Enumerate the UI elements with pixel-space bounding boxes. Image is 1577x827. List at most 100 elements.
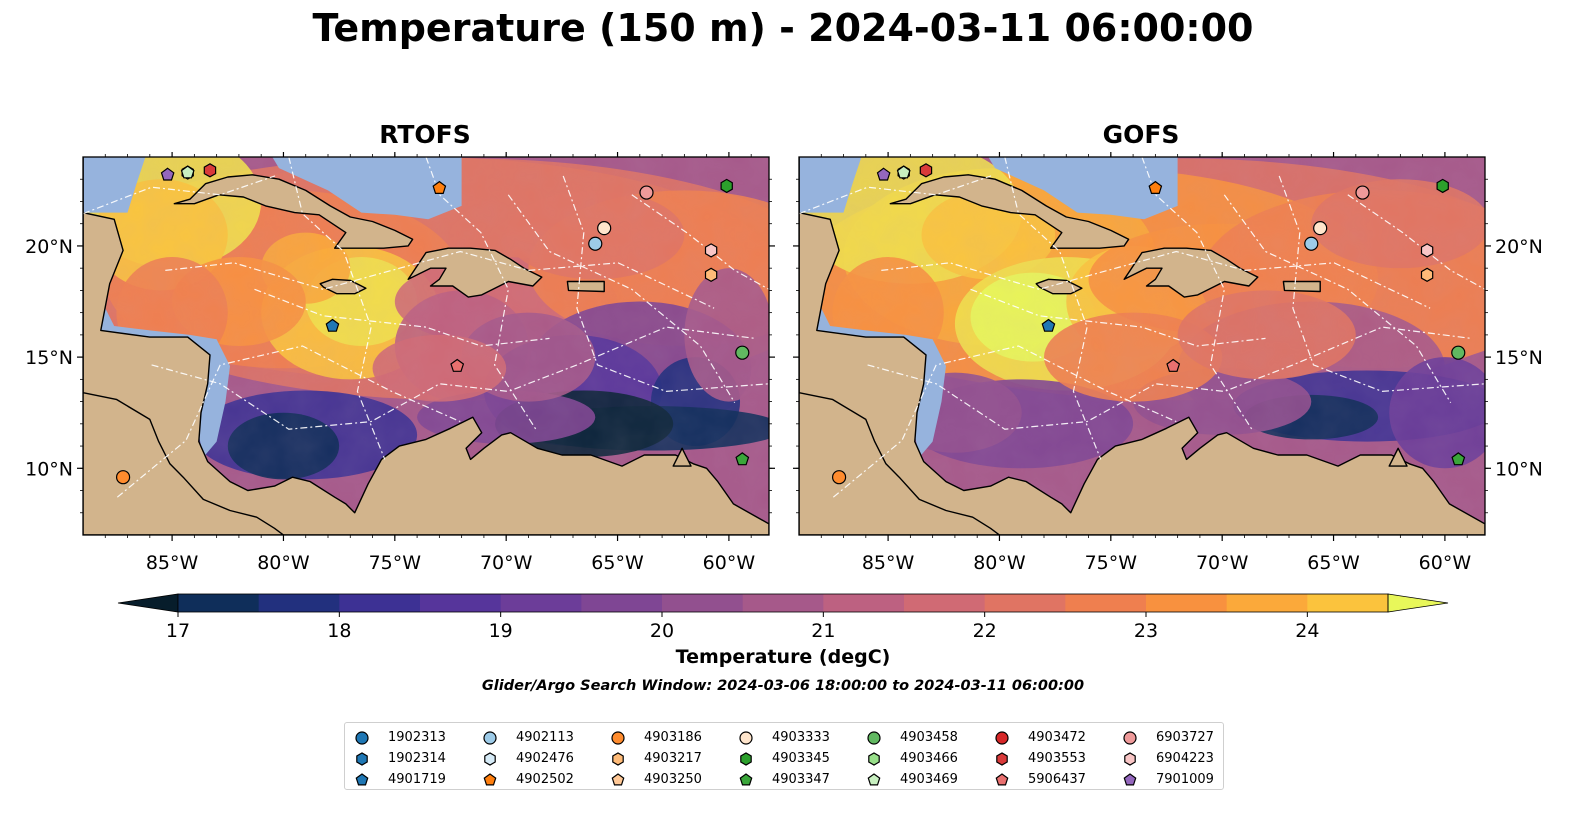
lon-tick-label: 65°W (591, 552, 644, 574)
pentagon-marker-icon (483, 772, 497, 785)
legend-label: 4903469 (900, 772, 958, 787)
legend-label: 4903345 (772, 751, 830, 766)
pentagon-marker-icon (355, 772, 369, 785)
legend-column: 1902313 1902314 4901719 (345, 727, 470, 790)
lon-tick-label: 75°W (369, 552, 422, 574)
colorbar-label: Temperature (degC) (675, 646, 891, 668)
legend-column: 4903333 4903345 4903347 (729, 727, 854, 790)
colorbar-tick-label: 18 (327, 620, 351, 642)
legend-label: 4902502 (516, 772, 574, 787)
circle-marker-icon (483, 730, 497, 745)
colorbar-tick-label: 20 (650, 620, 674, 642)
legend-item-4903217: 4903217 (601, 748, 726, 769)
hexagon-marker-icon (1124, 751, 1136, 766)
hexagon-marker-icon (356, 751, 368, 766)
lon-tick-label: 65°W (1307, 552, 1360, 574)
lon-tick-label: 60°W (703, 552, 756, 574)
lon-tick-label: 85°W (862, 552, 915, 574)
float-marker-4903217 (704, 267, 718, 282)
legend-label: 4902476 (516, 751, 574, 766)
legend-item-4903186: 4903186 (601, 727, 726, 748)
hexagon-marker-icon (996, 751, 1008, 766)
legend-label: 4903347 (772, 772, 830, 787)
float-marker-4903469 (896, 165, 911, 179)
pentagon-marker-icon (995, 772, 1009, 785)
float-marker-4903345 (720, 178, 733, 194)
float-marker-4903186 (115, 470, 131, 485)
circle-marker-icon (355, 730, 369, 745)
float-marker-4902502 (1148, 180, 1163, 194)
float-legend: 1902313 1902314 4901719 4902113 4902476 49025… (344, 722, 1224, 790)
legend-label: 4903466 (900, 751, 958, 766)
pentagon-marker-icon (1123, 772, 1137, 785)
pentagon-marker-icon (611, 772, 625, 785)
float-marker-4903333 (597, 221, 612, 236)
legend-item-4902476: 4902476 (473, 748, 598, 769)
legend-item-4903250: 4903250 (601, 769, 726, 790)
lat-tick-label: 15°N (25, 347, 73, 369)
float-marker-4903458 (735, 345, 750, 360)
legend-column: 4902113 4902476 4902502 (473, 727, 598, 790)
colorbar-tick-label: 17 (166, 620, 190, 642)
circle-marker-icon (739, 730, 753, 745)
rtofs-map (83, 157, 769, 535)
legend-item-1902313: 1902313 (345, 727, 470, 748)
panel-title-gofs: GOFS (1102, 120, 1180, 149)
legend-column: 4903472 4903553 5906437 (985, 727, 1110, 790)
lat-tick-label: 10°N (1495, 458, 1543, 480)
colorbar-tick-label: 22 (973, 620, 997, 642)
float-marker-4903553 (919, 163, 933, 178)
legend-item-4903472: 4903472 (985, 727, 1110, 748)
float-marker-6904223 (1420, 243, 1434, 258)
legend-label: 4903217 (644, 751, 702, 766)
hexagon-marker-icon (612, 751, 624, 766)
legend-column: 4903458 4903466 4903469 (857, 727, 982, 790)
float-marker-4901719 (325, 318, 340, 332)
hexagon-marker-icon (868, 751, 880, 766)
float-marker-4903469 (180, 165, 195, 179)
float-marker-5906437 (450, 358, 465, 372)
colorbar-over-arrow (1387, 593, 1449, 613)
float-marker-4903347 (735, 452, 750, 466)
legend-item-4903466: 4903466 (857, 748, 982, 769)
legend-label: 4903553 (1028, 751, 1086, 766)
float-marker-4902113 (1304, 236, 1319, 251)
legend-item-4903333: 4903333 (729, 727, 854, 748)
legend-label: 4903333 (772, 730, 830, 745)
legend-item-6903727: 6903727 (1113, 727, 1238, 748)
legend-column: 4903186 4903217 4903250 (601, 727, 726, 790)
gofs-map (799, 157, 1485, 535)
circle-marker-icon (995, 730, 1009, 745)
float-marker-4903458 (1451, 345, 1466, 360)
lon-tick-label: 75°W (1085, 552, 1138, 574)
legend-item-6904223: 6904223 (1113, 748, 1238, 769)
float-marker-4903217 (1420, 267, 1434, 282)
hexagon-marker-icon (740, 751, 752, 766)
float-marker-4901719 (1041, 318, 1056, 332)
float-marker-6903727 (1355, 185, 1370, 200)
legend-item-4903553: 4903553 (985, 748, 1110, 769)
float-marker-4903347 (1451, 452, 1466, 466)
lat-tick-label: 20°N (25, 236, 73, 258)
legend-label: 1902313 (388, 730, 446, 745)
legend-label: 4901719 (388, 772, 446, 787)
legend-label: 4903458 (900, 730, 958, 745)
colorbar-tick-label: 21 (811, 620, 835, 642)
circle-marker-icon (1123, 730, 1137, 745)
float-marker-5906437 (1166, 358, 1181, 372)
pentagon-marker-icon (867, 772, 881, 785)
legend-label: 4903250 (644, 772, 702, 787)
float-marker-4902113 (588, 236, 603, 251)
float-marker-4902502 (432, 180, 447, 194)
float-marker-6903727 (639, 185, 654, 200)
legend-item-4902113: 4902113 (473, 727, 598, 748)
legend-label: 7901009 (1156, 772, 1214, 787)
legend-label: 4902113 (516, 730, 574, 745)
lon-tick-label: 60°W (1419, 552, 1472, 574)
lat-tick-label: 15°N (1495, 347, 1543, 369)
lon-tick-label: 80°W (257, 552, 310, 574)
legend-label: 4903472 (1028, 730, 1086, 745)
legend-label: 6903727 (1156, 730, 1214, 745)
figure-title: Temperature (150 m) - 2024-03-11 06:00:0… (312, 6, 1254, 50)
